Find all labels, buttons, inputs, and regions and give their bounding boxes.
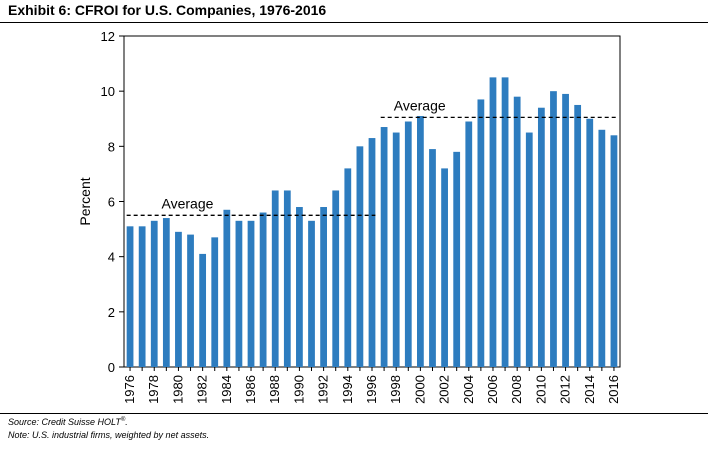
x-tick-label: 1982 — [195, 375, 210, 404]
bar — [380, 127, 388, 368]
x-tick-label: 2016 — [606, 375, 621, 404]
bar — [138, 226, 146, 367]
average-label: Average — [394, 97, 446, 113]
bar — [429, 149, 436, 367]
bar — [441, 168, 448, 367]
bar — [368, 138, 376, 367]
bar — [283, 190, 291, 367]
bar — [320, 207, 327, 367]
x-tick-label: 1980 — [170, 375, 185, 404]
source-text: Source: Credit Suisse HOLT — [8, 417, 121, 427]
bar — [513, 96, 521, 367]
bar — [586, 118, 594, 367]
bar — [126, 226, 134, 367]
y-tick-label: 4 — [108, 250, 115, 265]
bar — [477, 99, 485, 368]
x-tick-label: 2004 — [461, 375, 476, 404]
source-end: . — [125, 417, 128, 427]
footnote: Note: U.S. industrial firms, weighted by… — [8, 430, 210, 440]
bar — [417, 115, 424, 367]
y-tick-label: 12 — [101, 29, 115, 44]
bar — [211, 237, 219, 367]
x-tick-label: 2008 — [509, 375, 524, 404]
bar — [344, 168, 352, 367]
bar — [537, 107, 545, 367]
bar — [175, 231, 182, 367]
bar-chart: 0 2 4 6 8 10 12 Percent 1976 1978 1980 1982 1984 1986… — [77, 29, 621, 404]
bar — [199, 253, 207, 367]
bar — [308, 220, 315, 367]
source-note: Source: Credit Suisse HOLT®. — [8, 417, 128, 427]
x-tick-label: 1988 — [267, 375, 282, 404]
bar — [356, 146, 364, 367]
x-tick-label: 1998 — [388, 375, 403, 404]
x-tick-label: 2012 — [558, 375, 573, 404]
bar — [259, 212, 267, 367]
x-tick-label: 1992 — [316, 375, 331, 404]
y-axis-title: Percent — [77, 177, 93, 225]
y-tick-label: 6 — [108, 195, 115, 210]
y-tick-label: 0 — [108, 360, 115, 375]
bar — [296, 207, 303, 367]
bar — [162, 218, 170, 367]
y-tick-label: 10 — [101, 84, 115, 99]
average-label: Average — [162, 195, 214, 211]
x-tick-label: 1976 — [122, 375, 137, 404]
x-tick-label: 1990 — [291, 375, 306, 404]
registered-mark: ® — [120, 417, 126, 423]
bar — [235, 220, 243, 367]
x-tick-label: 1986 — [243, 375, 258, 404]
bar — [598, 129, 606, 367]
bar — [574, 104, 582, 367]
bar — [489, 77, 497, 367]
bar — [332, 190, 340, 367]
x-tick-label: 2006 — [485, 375, 500, 404]
title-divider — [0, 22, 708, 23]
bar — [150, 220, 158, 367]
bar — [501, 77, 509, 367]
chart-title: Exhibit 6: CFROI for U.S. Companies, 197… — [8, 2, 327, 18]
x-tick-label: 2010 — [533, 375, 548, 404]
y-tick-label: 8 — [108, 139, 115, 154]
x-tick-label: 2000 — [412, 375, 427, 404]
y-tick-label: 2 — [108, 305, 115, 320]
x-tick-label: 2014 — [582, 375, 597, 404]
x-tick-label: 1978 — [146, 375, 161, 404]
bar — [404, 121, 412, 367]
bar — [562, 93, 569, 368]
x-tick-label: 1996 — [364, 375, 379, 404]
bar — [187, 234, 194, 367]
bar — [550, 91, 557, 368]
x-tick-label: 1994 — [340, 375, 355, 404]
bar — [392, 132, 400, 367]
bar — [247, 220, 255, 367]
bar — [271, 190, 279, 367]
bar — [610, 135, 618, 367]
bar — [453, 151, 461, 367]
bar — [223, 209, 231, 367]
footer-divider — [0, 413, 708, 414]
x-tick-label: 1984 — [219, 375, 234, 404]
bar — [525, 132, 533, 367]
bar — [465, 121, 473, 367]
x-tick-label: 2002 — [437, 375, 452, 404]
